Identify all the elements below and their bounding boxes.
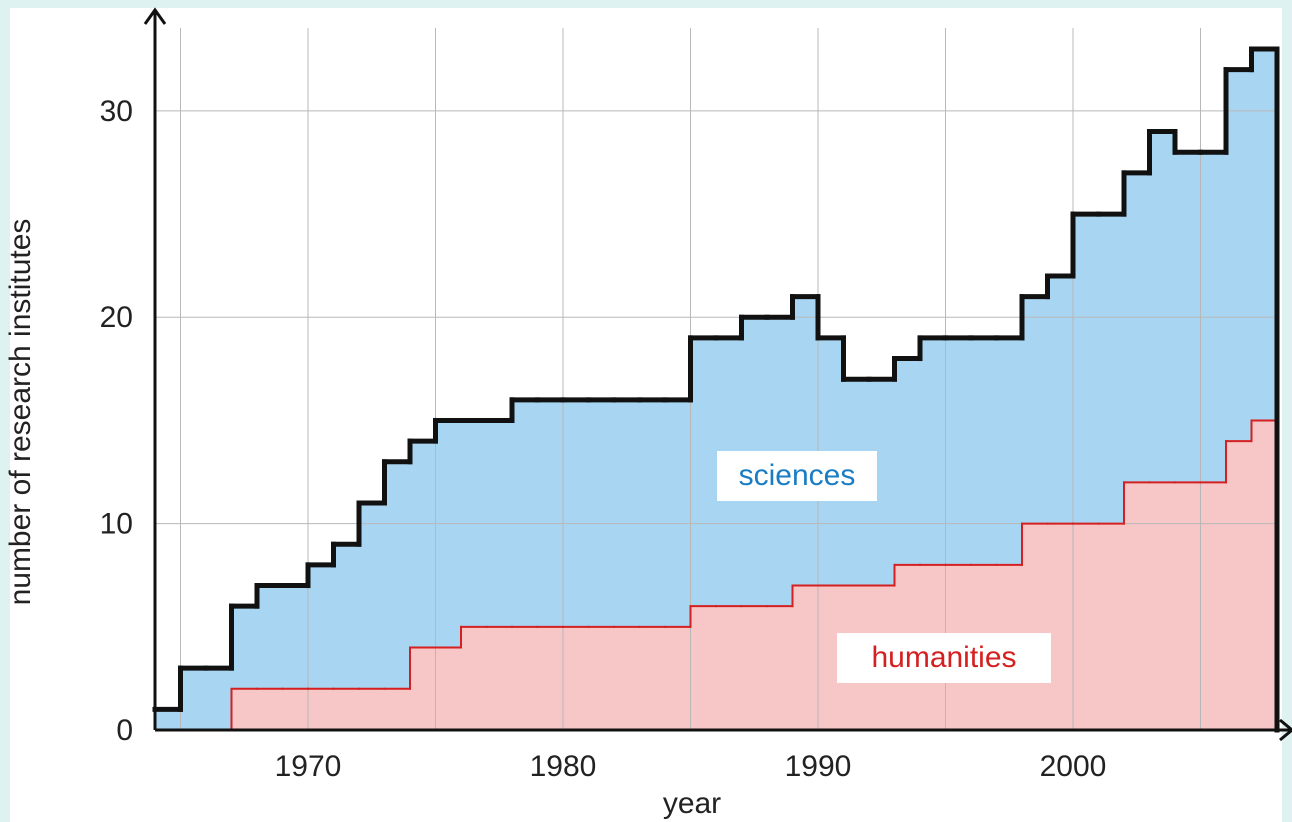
x-axis-arrow xyxy=(1279,718,1292,742)
area-step xyxy=(665,399,692,627)
label-box xyxy=(717,451,877,501)
area-step xyxy=(1226,441,1253,730)
y-axis-label: number of research institutes xyxy=(4,219,37,606)
area-step xyxy=(690,337,717,607)
area-step xyxy=(155,709,182,730)
area-step xyxy=(1149,131,1176,483)
area-step xyxy=(231,606,258,689)
area-step xyxy=(1149,482,1176,730)
area-step xyxy=(1047,276,1074,524)
x-tick-label: 1980 xyxy=(530,750,597,783)
area-step xyxy=(410,441,437,648)
area-step xyxy=(563,399,590,627)
x-tick-label: 1970 xyxy=(275,750,342,783)
area-step xyxy=(1124,172,1151,483)
area-step xyxy=(435,647,462,730)
area-step xyxy=(512,399,539,627)
area-step xyxy=(384,461,411,689)
area-step xyxy=(588,399,615,627)
area-step xyxy=(1022,296,1049,524)
area-step xyxy=(359,688,386,730)
area-step xyxy=(1047,523,1074,730)
series-label: humanities xyxy=(871,641,1016,674)
area-step xyxy=(614,626,641,730)
area-step xyxy=(180,668,207,730)
area-step xyxy=(461,626,488,730)
area-step xyxy=(1124,482,1151,730)
area-step xyxy=(792,296,819,586)
area-step xyxy=(231,688,258,730)
y-axis-arrow xyxy=(143,7,167,25)
area-step xyxy=(996,337,1023,565)
y-tick-label: 30 xyxy=(100,95,133,128)
area-step xyxy=(206,668,233,730)
area-step xyxy=(410,647,437,730)
area-step xyxy=(359,503,386,689)
area-step xyxy=(1200,482,1227,730)
area-step xyxy=(384,688,411,730)
area-step xyxy=(690,606,717,730)
area-step xyxy=(308,688,335,730)
area-step xyxy=(257,585,284,689)
area-step xyxy=(971,337,998,565)
area-step xyxy=(333,688,360,730)
area-step xyxy=(435,420,462,648)
area-step xyxy=(486,626,513,730)
area-step xyxy=(665,626,692,730)
area-step xyxy=(1098,214,1125,524)
area-step xyxy=(333,544,360,689)
area-step xyxy=(257,688,284,730)
area-step xyxy=(639,626,666,730)
x-axis-label: year xyxy=(663,787,721,820)
x-tick-label: 2000 xyxy=(1040,750,1107,783)
area-step xyxy=(945,337,972,565)
area-step xyxy=(563,626,590,730)
area-step xyxy=(894,358,921,565)
y-tick-label: 0 xyxy=(116,714,133,747)
x-tick-label: 1990 xyxy=(785,750,852,783)
area-step xyxy=(792,585,819,730)
area-step xyxy=(1022,523,1049,730)
area-step xyxy=(282,585,309,689)
area-step xyxy=(1098,523,1125,730)
area-step xyxy=(1073,523,1100,730)
grid-layer xyxy=(155,28,1277,730)
plot-area xyxy=(152,28,1280,733)
area-step xyxy=(920,337,947,565)
area-step xyxy=(716,606,743,730)
area-step xyxy=(1251,49,1278,421)
area-step xyxy=(639,399,666,627)
area-step xyxy=(588,626,615,730)
y-tick-label: 10 xyxy=(100,508,133,541)
area-step xyxy=(1226,69,1253,442)
area-step xyxy=(614,399,641,627)
area-step xyxy=(1175,482,1202,730)
area-step xyxy=(741,606,768,730)
area-step xyxy=(767,606,794,730)
y-tick-label: 20 xyxy=(100,301,133,334)
area-step xyxy=(1251,420,1278,730)
series-label: sciences xyxy=(739,459,856,492)
area-step xyxy=(537,399,564,627)
area-step xyxy=(308,564,335,689)
area-step xyxy=(537,626,564,730)
area-step xyxy=(1073,214,1100,524)
label-box xyxy=(837,633,1051,683)
area-step xyxy=(512,626,539,730)
area-step xyxy=(282,688,309,730)
line-layer xyxy=(152,46,1280,733)
